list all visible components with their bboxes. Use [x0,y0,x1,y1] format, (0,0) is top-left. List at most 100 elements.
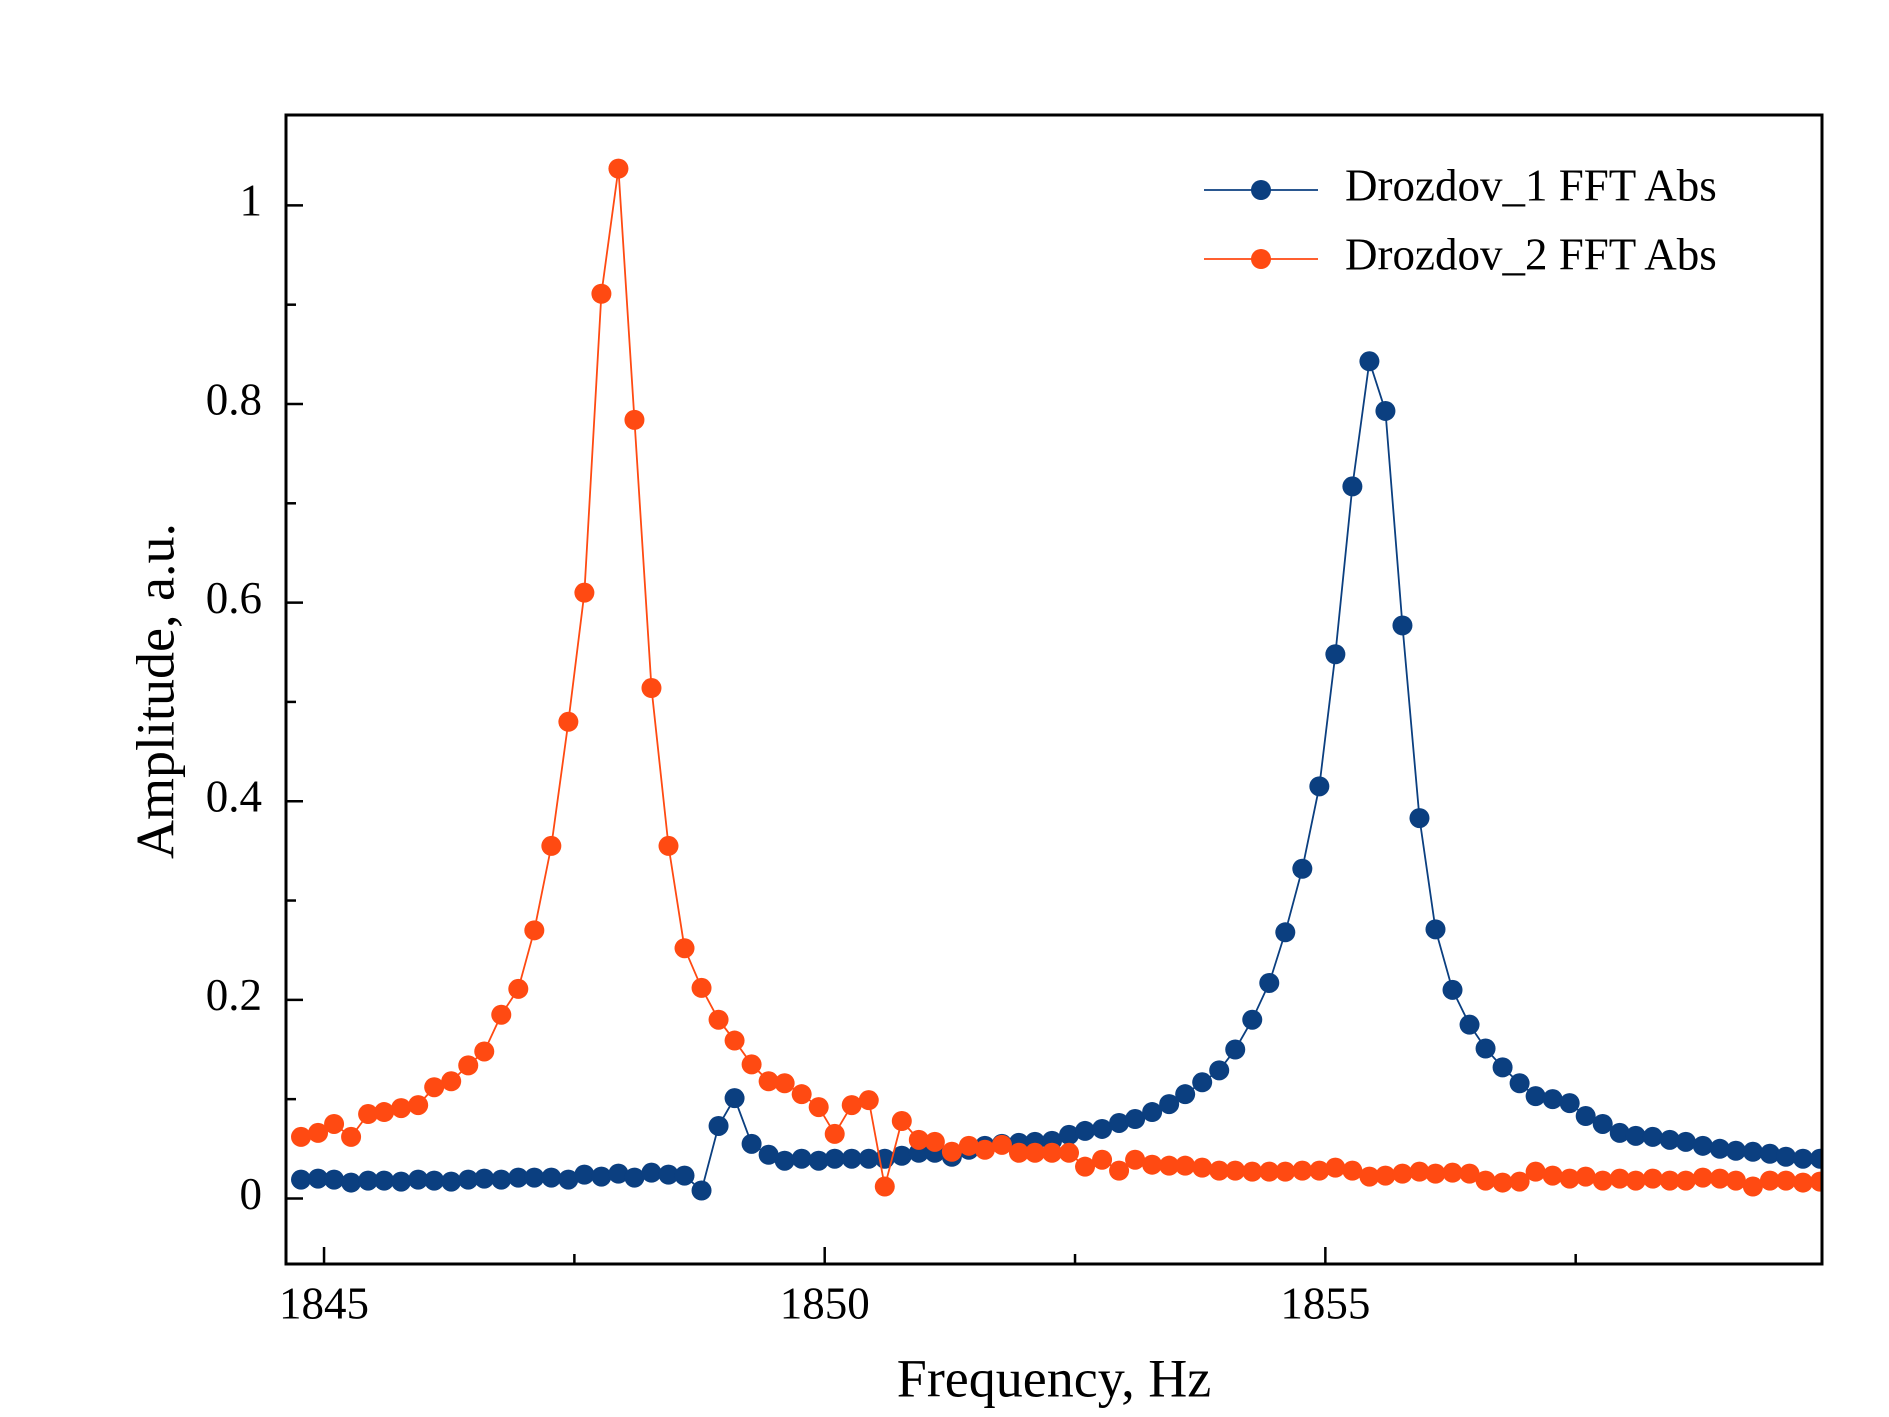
data-point [1375,400,1396,421]
data-point [1492,1057,1513,1078]
data-point [524,1167,545,1188]
data-point [1775,1146,1796,1167]
data-point [1242,1009,1263,1030]
data-point [1609,1168,1630,1189]
data-point [1024,1142,1045,1163]
data-point [441,1071,462,1092]
data-point [858,1090,879,1111]
data-point [1759,1143,1780,1164]
data-point [1625,1125,1646,1146]
data-point [1709,1138,1730,1159]
data-point [808,1150,829,1171]
plot-frame [284,113,1824,1266]
data-point [591,1166,612,1187]
data-point [1409,808,1430,829]
data-point [674,938,695,959]
data-point [1142,1154,1163,1175]
legend-text: Drozdov_1 FFT Abs [1345,160,1717,210]
data-point [1559,1168,1580,1189]
data-point [1325,1157,1346,1178]
data-point [458,1169,479,1190]
data-point [558,1169,579,1190]
data-point [924,1131,945,1152]
data-point [1425,1163,1446,1184]
data-point [691,977,712,998]
data-point [1659,1170,1680,1191]
data-point [641,1162,662,1183]
data-point [1659,1129,1680,1150]
data-point [491,1169,512,1190]
data-point [1075,1120,1096,1141]
data-point [1325,644,1346,665]
data-point [408,1095,429,1116]
data-point [824,1123,845,1144]
y-tick-label: 0.4 [206,772,262,822]
data-point [1041,1142,1062,1163]
y-tick-label: 1 [240,176,263,226]
data-point [1442,979,1463,1000]
data-point [1459,1163,1480,1184]
data-point [1192,1157,1213,1178]
data-point [1092,1118,1113,1139]
data-point [1159,1155,1180,1176]
data-point [1642,1168,1663,1189]
data-point [1225,1160,1246,1181]
data-point [1059,1124,1080,1145]
data-point [1425,919,1446,940]
series-line [300,168,1821,1188]
data-point [1142,1102,1163,1123]
data-point [1592,1113,1613,1134]
data-point [1642,1126,1663,1147]
data-point [1159,1094,1180,1115]
data-point [1392,1163,1413,1184]
data-point [741,1133,762,1154]
data-point [1492,1172,1513,1193]
data-point [758,1071,779,1092]
data-point [1392,615,1413,636]
y-tick-label: 0.2 [206,970,262,1020]
data-point [858,1148,879,1169]
x-tick-label: 1850 [780,1278,870,1328]
data-point [741,1054,762,1075]
data-point [1542,1089,1563,1110]
data-point [408,1169,429,1190]
data-point [724,1088,745,1109]
data-point [1692,1167,1713,1188]
data-point [1209,1160,1230,1181]
data-point [1125,1149,1146,1170]
data-point [374,1170,395,1191]
data-point [708,1115,729,1136]
data-point [291,1169,312,1190]
data-point [691,1180,712,1201]
data-point [1609,1122,1630,1143]
data-point [358,1104,379,1125]
data-point [1109,1160,1130,1181]
x-axis-label: Frequency, Hz [897,1348,1211,1408]
data-point [774,1150,795,1171]
data-point [1075,1156,1096,1177]
data-point [1259,1161,1280,1182]
data-point [1342,476,1363,497]
data-point [1109,1112,1130,1133]
data-point [341,1172,362,1193]
data-point [1292,858,1313,879]
data-point [791,1084,812,1105]
data-point [1125,1109,1146,1130]
y-tick-label: 0.8 [206,374,262,424]
data-point [1442,1162,1463,1183]
data-point [891,1110,912,1131]
data-point [1709,1168,1730,1189]
data-point [908,1129,929,1150]
data-point [1242,1161,1263,1182]
data-point [474,1168,495,1189]
data-point [624,409,645,430]
data-point [608,158,629,179]
data-point [508,978,529,999]
data-point [1509,1171,1530,1192]
data-point [524,920,545,941]
data-point [958,1135,979,1156]
data-point [424,1170,445,1191]
data-point [1008,1142,1029,1163]
data-point [541,835,562,856]
data-point [1192,1072,1213,1093]
